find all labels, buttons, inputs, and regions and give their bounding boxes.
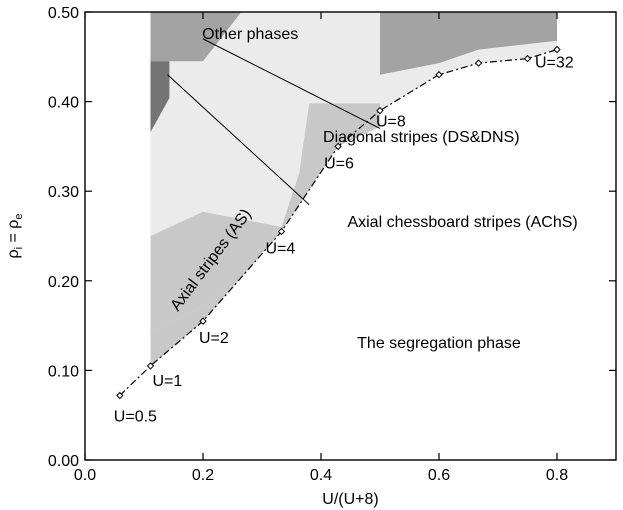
x-tick-label: 0.4 [310,467,332,484]
x-tick-label: 0.8 [546,467,568,484]
y-axis-label-sub-e: e [13,213,25,219]
plot-frame [84,11,617,461]
boundary-marker [553,45,561,54]
y-axis-label: ρi = ρe [5,213,25,258]
y-tick-label: 0.00 [48,453,79,470]
boundary-marker [435,71,443,79]
annotation-lines [167,38,381,206]
y-tick-label: 0.10 [48,363,79,380]
y-tick-label: 0.50 [48,5,79,22]
boundary-marker [376,106,384,115]
annotation-label: Axial chessboard stripes (AChS) [347,214,577,231]
x-axis-ticks: 0.0 0.2 0.4 0.6 0.8 [74,12,568,484]
y-tick-label: 0.40 [48,95,79,112]
y-tick-label: 0.30 [48,184,79,201]
point-label: U=6 [324,155,354,172]
point-label: U=32 [535,55,574,72]
y-tick-label: 0.20 [48,274,79,291]
region-outer-phase [150,12,557,366]
y-axis-label-sub-i: i [13,247,25,249]
annotation-line-1 [202,38,381,129]
point-label: U=1 [152,373,182,390]
y-axis-label-eq: = ρ [5,220,22,247]
boundary-marker [116,391,124,400]
annotation-label: Diagonal stripes (DS&DNS) [323,129,520,146]
region-axial-stripes [150,211,282,332]
boundary-marker [523,54,532,63]
x-axis-label: U/(U+8) [322,491,378,508]
point-label: U=0.5 [114,408,157,425]
boundary-marker [334,142,342,151]
region-label: Other phases [202,26,298,43]
point-label: U=4 [265,241,295,258]
x-tick-label: 0.6 [428,467,450,484]
y-axis-label-rho-i: ρ [5,249,22,258]
boundary-marker [199,317,207,325]
region-dark-patch [150,61,170,133]
x-tick-label: 0.2 [192,467,214,484]
plot-area [116,12,561,400]
y-axis-ticks: 0.00 0.10 0.20 0.30 0.40 0.50 [48,5,616,470]
region-diagonal-stripes [150,12,242,62]
boundary-marker [146,362,155,370]
region-diagonal-stripes [380,12,557,75]
point-label: U=2 [199,330,229,347]
boundary-marker [277,227,286,236]
x-tick-label: 0.0 [74,467,96,484]
boundary-line [119,49,558,396]
annotation-line-2 [167,74,310,206]
point-label: U=8 [376,114,406,131]
region-label: The segregation phase [357,335,521,352]
boundary-marker [474,59,483,67]
phase-boundary [116,45,561,400]
